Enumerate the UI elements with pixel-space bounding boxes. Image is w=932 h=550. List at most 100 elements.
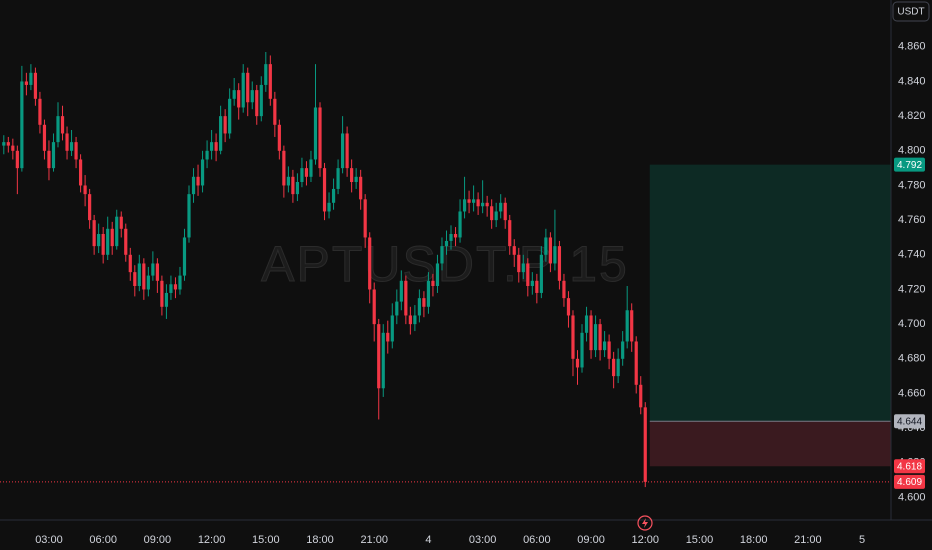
candle-body [467,199,471,203]
x-tick-label: 12:00 [198,534,226,546]
candle-body [47,150,51,169]
candle-body [625,310,629,342]
candle-body [575,358,580,368]
candle-body [481,202,485,207]
plot-area [0,52,891,488]
y-tick-label: 4.660 [898,387,926,399]
candle-body [6,142,10,146]
candle-body [173,284,178,290]
candle-body [345,133,349,169]
y-tick-label: 4.860 [898,41,926,53]
candle-body [223,116,227,134]
candle-body [110,228,114,247]
candle-body [255,90,259,117]
candle-body [603,341,607,351]
candle-body [508,220,512,247]
candle-body [160,280,164,307]
candle-body [431,280,435,286]
candle-body [490,206,494,221]
y-tick-label: 4.820 [898,110,926,122]
candle-body [372,289,376,325]
stop-badge [894,459,925,474]
x-tick-label: 15:00 [252,534,280,546]
candle-body [155,263,159,281]
candle-body [417,298,421,316]
candle-body [83,185,87,195]
y-tick-label: 4.740 [898,249,926,261]
candle-body [300,168,304,182]
candle-body [241,72,245,108]
candle-body [309,159,313,177]
candle-body [11,145,15,151]
candle-body [282,150,286,186]
candle-body [2,142,6,146]
candle-body [381,332,385,389]
candle-body [273,98,277,125]
candle-body [182,237,187,276]
candle-body [444,240,449,247]
candle-body [634,341,638,385]
candle-body [60,116,65,134]
candle-body [386,332,390,342]
candle-body [471,199,476,203]
candle-body [413,315,417,325]
candle-body [97,234,101,247]
candle-body [187,194,191,238]
candle-body [630,310,634,342]
entry-badge [894,414,925,429]
candle-body [580,332,584,368]
y-tick-label: 4.840 [898,75,926,87]
candle-body [526,263,530,286]
candle-body [557,246,562,281]
icon-ring [637,515,653,531]
candle-body [133,272,137,286]
currency-button[interactable] [892,1,930,22]
candle-body [322,168,327,212]
y-tick-label: 4.680 [898,353,926,365]
candle-body [377,324,381,389]
candle-body [399,280,403,302]
candle-body [612,358,616,377]
candle-body [593,324,598,351]
candle-body [24,81,28,85]
x-tick-label: 09:00 [144,534,172,546]
replay-icon[interactable] [637,515,653,531]
candle-body [304,168,309,177]
candle-body [395,301,399,316]
candle-body [336,168,340,189]
candle-body [191,176,196,195]
candle-body [205,150,209,160]
target-label: 4.792 [897,160,922,171]
stop-label: 4.618 [897,461,922,472]
candle-body [228,98,232,134]
candle-body [246,72,250,103]
watermark: APTUSDT.P 15 [261,236,629,292]
candle-body [196,176,200,186]
candle-body [598,324,602,351]
x-tick-label: 12:00 [631,534,659,546]
candle-body [169,284,173,293]
candle-body [639,384,643,408]
candle-body [42,124,47,151]
candle-body [277,124,281,151]
candle-body [178,275,182,290]
candle-body [453,234,458,238]
y-tick-label: 4.600 [898,491,926,503]
candle-body [512,246,516,255]
candle-body [88,194,92,221]
x-tick-label: 03:00 [469,534,497,546]
candle-body [589,315,593,351]
candle-body [214,142,218,151]
x-tick-label: 4 [425,534,431,546]
candle-body [363,199,367,238]
y-tick-label: 4.720 [898,283,926,295]
candle-body [435,263,440,286]
y-tick-label: 4.780 [898,179,926,191]
candle-body [119,216,123,229]
entry-label: 4.644 [897,416,922,427]
candle-body [286,176,290,186]
candle-body [566,298,571,316]
candle-body [20,81,24,169]
